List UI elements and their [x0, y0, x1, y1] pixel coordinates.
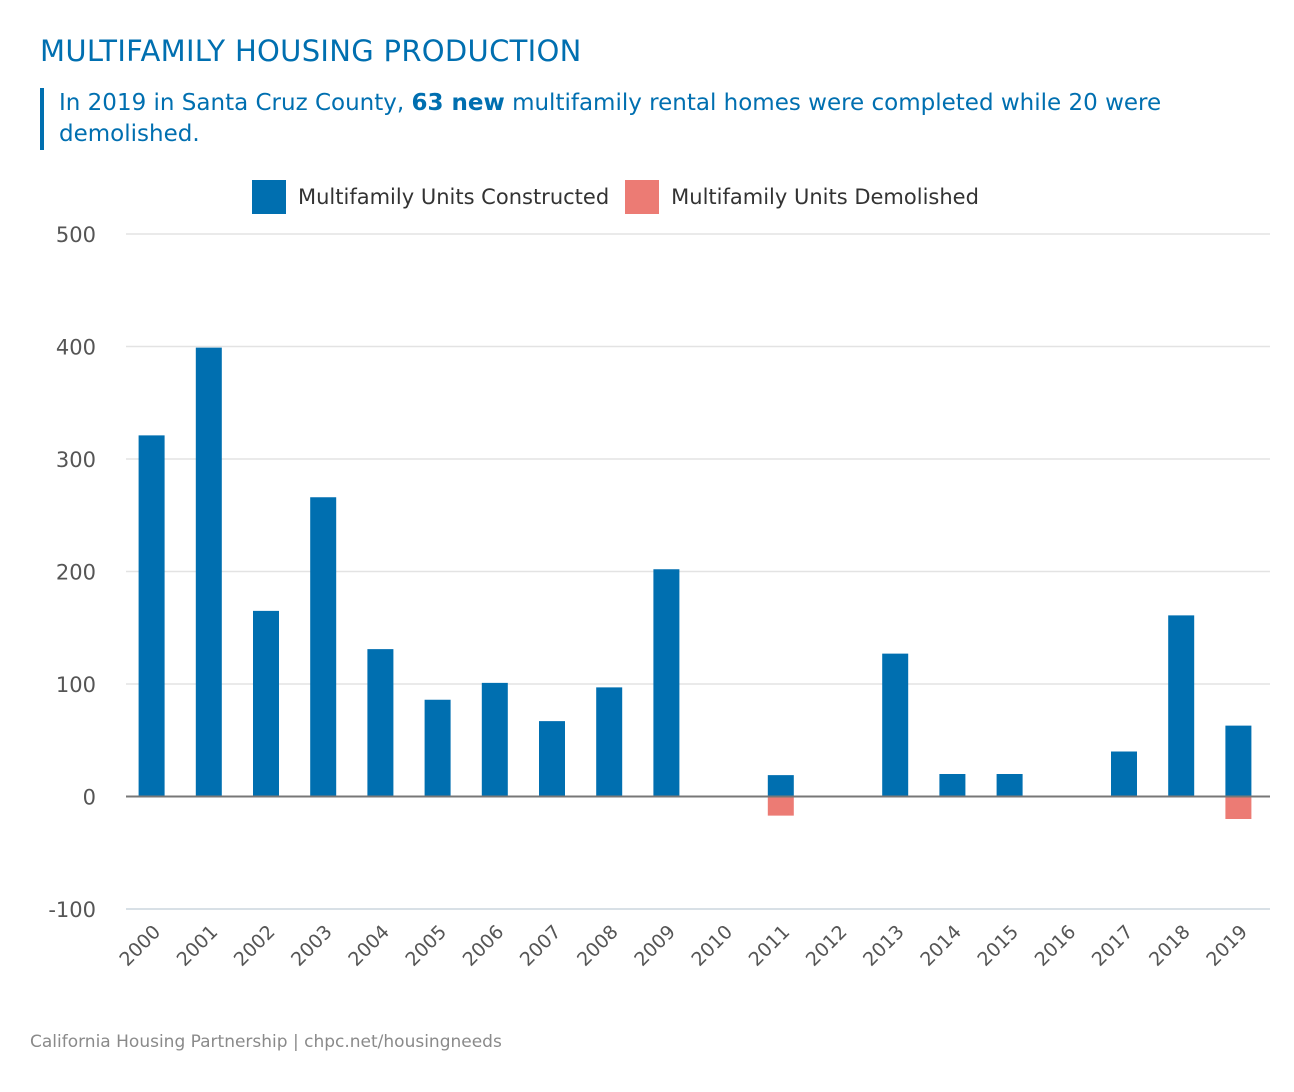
y-tick-label: 300 [56, 448, 96, 472]
y-tick-label: 400 [56, 336, 96, 360]
bar-constructed [424, 699, 451, 797]
subtitle-text-1: In 2019 in Santa Cruz County, [59, 90, 412, 116]
x-tick-label: 2013 [859, 921, 909, 971]
chart-subtitle: In 2019 in Santa Cruz County, 63 new mul… [40, 88, 1179, 150]
legend: Multifamily Units Constructed Multifamil… [252, 180, 995, 214]
legend-label-demolished: Multifamily Units Demolished [671, 185, 979, 209]
subtitle-text-2: multifamily rental homes were completed … [59, 90, 1162, 147]
x-tick-label: 2007 [516, 921, 566, 971]
bar-constructed [767, 775, 794, 797]
bar-constructed [939, 774, 966, 797]
x-tick-label: 2010 [687, 921, 737, 971]
y-tick-label: 500 [56, 223, 96, 247]
subtitle-highlight: 63 new [411, 90, 505, 116]
x-tick-label: 2004 [344, 921, 394, 971]
legend-item-constructed: Multifamily Units Constructed [252, 180, 609, 214]
bar-constructed [596, 687, 623, 797]
x-tick-label: 2017 [1088, 921, 1138, 971]
legend-item-demolished: Multifamily Units Demolished [625, 180, 979, 214]
bar-constructed [653, 569, 680, 797]
source-note: California Housing Partnership | chpc.ne… [30, 1032, 502, 1052]
x-tick-label: 2000 [115, 921, 165, 971]
x-tick-label: 2014 [916, 921, 966, 971]
y-tick-label: 200 [56, 561, 96, 585]
bar-constructed [481, 682, 508, 797]
bar-constructed [539, 721, 565, 797]
chart-title: MULTIFAMILY HOUSING PRODUCTION [40, 34, 582, 68]
bar-constructed [1168, 615, 1195, 797]
bar-constructed [882, 653, 909, 797]
x-tick-label: 2012 [802, 921, 852, 971]
x-tick-label: 2009 [630, 921, 680, 971]
y-tick-label: 0 [83, 786, 96, 810]
x-tick-label: 2008 [573, 921, 623, 971]
x-tick-label: 2006 [459, 921, 509, 971]
legend-swatch-demolished [625, 180, 660, 214]
bar-constructed [310, 497, 337, 797]
bar-constructed [195, 347, 222, 797]
bar-constructed [996, 774, 1023, 797]
bar-demolished [767, 796, 794, 816]
x-tick-label: 2005 [401, 921, 451, 971]
x-tick-label: 2003 [287, 921, 337, 971]
bar-constructed [1225, 725, 1252, 797]
legend-label-constructed: Multifamily Units Constructed [298, 185, 610, 209]
x-tick-label: 2002 [230, 921, 280, 971]
bar-constructed [138, 435, 165, 797]
x-tick-label: 2001 [173, 921, 223, 971]
bar-demolished [1225, 796, 1252, 819]
x-tick-label: 2019 [1202, 921, 1252, 971]
x-tick-label: 2018 [1145, 921, 1195, 971]
bar-constructed [253, 610, 279, 797]
bar-constructed [367, 649, 394, 797]
x-tick-label: 2016 [1031, 921, 1081, 971]
x-tick-label: 2015 [973, 921, 1023, 971]
x-tick-label: 2011 [745, 921, 795, 971]
legend-swatch-constructed [252, 180, 286, 214]
y-tick-label: 100 [56, 673, 96, 697]
bar-constructed [1111, 751, 1137, 797]
y-tick-label: -100 [48, 898, 96, 922]
